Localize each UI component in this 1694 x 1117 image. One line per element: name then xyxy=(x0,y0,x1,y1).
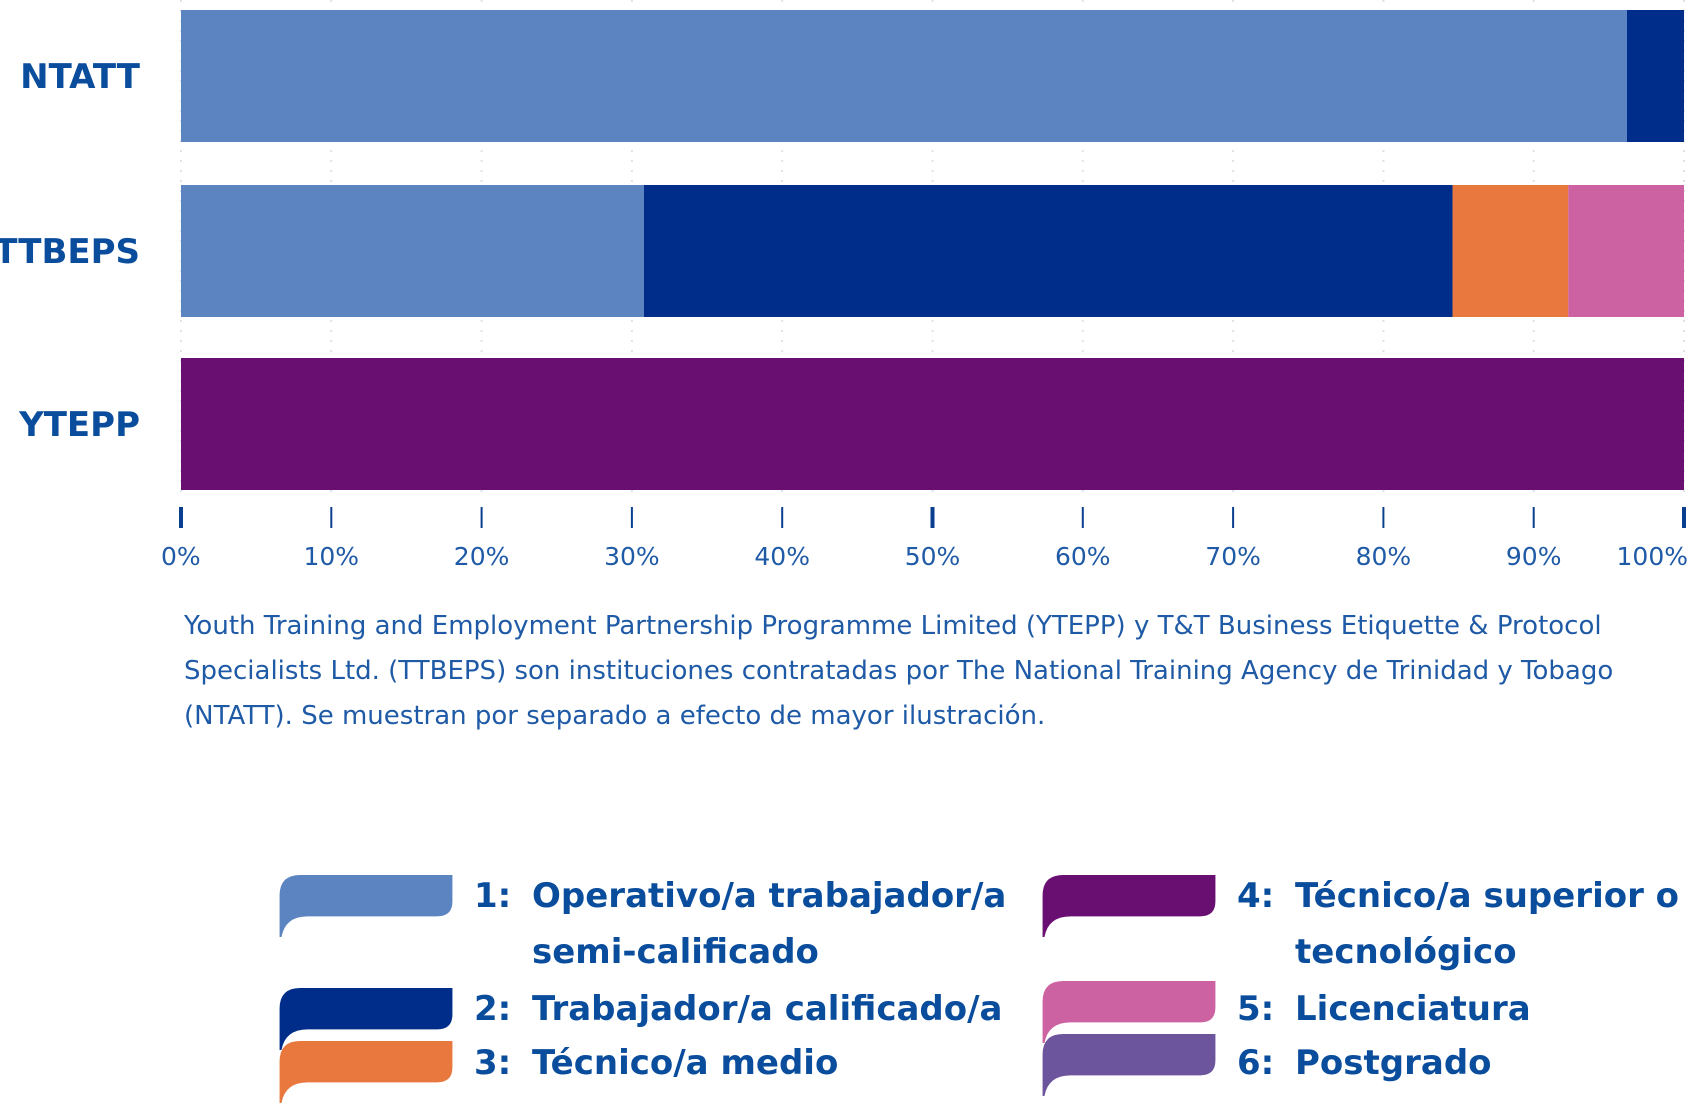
legend-label: 6: Postgrado xyxy=(1237,1035,1492,1091)
tick-label: 70% xyxy=(1205,542,1261,571)
legend-line-1: Operativo/a trabajador/a xyxy=(532,876,1007,916)
footnote-line-1: Youth Training and Employment Partnershi… xyxy=(184,611,1602,641)
legend-label: 3: Técnico/a medio xyxy=(474,1035,838,1091)
category-label: NTATT xyxy=(20,57,141,97)
bar-segment xyxy=(643,185,1453,317)
legend-line-1: Postgrado xyxy=(1295,1043,1492,1083)
legend-swatch xyxy=(1042,981,1216,1043)
legend-number: 3: xyxy=(474,1043,512,1083)
bar-segment xyxy=(181,358,1684,490)
legend-label: 2: Trabajador/a calificado/a xyxy=(474,981,1002,1037)
bar-segment xyxy=(181,10,1627,142)
footnote-line-3: (NTATT). Se muestran por separado a efec… xyxy=(184,701,1046,731)
tick-label: 40% xyxy=(754,542,810,571)
legend-swatch xyxy=(279,988,453,1050)
legend-line-1: Trabajador/a calificado/a xyxy=(532,989,1003,1029)
tick-label: 20% xyxy=(454,542,510,571)
tick-label: 80% xyxy=(1356,542,1412,571)
category-labels: NTATT TTBEPS YTEPP xyxy=(0,57,141,445)
tick-label: 60% xyxy=(1055,542,1111,571)
legend-label: 4: Técnico/a superior o tecnológico xyxy=(1237,868,1679,980)
bar-segment xyxy=(1568,185,1684,317)
legend-line-1: Licenciatura xyxy=(1295,989,1531,1029)
bar-segment xyxy=(1452,185,1569,317)
x-axis: 0% 10% 20% 30% 40% 50% 60% 70% 80% 90% 100% xyxy=(161,507,1688,571)
bar-segment xyxy=(181,185,644,317)
tick-label: 90% xyxy=(1506,542,1562,571)
legend-line-2: tecnológico xyxy=(1295,932,1517,972)
legend-number: 2: xyxy=(474,989,512,1029)
legend-number: 5: xyxy=(1237,989,1275,1029)
legend-swatch xyxy=(1042,875,1216,937)
stacked-bar-chart: NTATT TTBEPS YTEPP 0% 10% 20% 30% 40% 50% 60% 70%… xyxy=(0,0,1688,571)
legend-swatch xyxy=(1042,1034,1216,1096)
legend-number: 6: xyxy=(1237,1043,1275,1083)
legend-line-1: Técnico/a superior o xyxy=(1295,876,1680,916)
legend-swatch xyxy=(279,875,453,937)
chart-footnote: Youth Training and Employment Partnershi… xyxy=(184,604,1684,739)
tick-label: 100% xyxy=(1617,542,1688,571)
tick-label: 50% xyxy=(905,542,961,571)
legend-swatch xyxy=(279,1041,453,1103)
legend-number: 4: xyxy=(1237,876,1275,916)
legend-label: 5: Licenciatura xyxy=(1237,981,1531,1037)
legend-label: 1: Operativo/a trabajador/a semi-calificad… xyxy=(474,868,1006,980)
legend-number: 1: xyxy=(474,876,512,916)
bar-segment xyxy=(1626,10,1684,142)
bars xyxy=(181,10,1684,490)
tick-label: 0% xyxy=(161,542,201,571)
legend-line-1: Técnico/a medio xyxy=(532,1043,839,1083)
category-label: YTEPP xyxy=(18,405,140,445)
tick-label: 30% xyxy=(604,542,660,571)
tick-label: 10% xyxy=(304,542,360,571)
footnote-line-2: Specialists Ltd. (TTBEPS) son institucio… xyxy=(184,656,1614,686)
category-label: TTBEPS xyxy=(0,232,140,272)
legend-line-2: semi-calificado xyxy=(532,932,819,972)
